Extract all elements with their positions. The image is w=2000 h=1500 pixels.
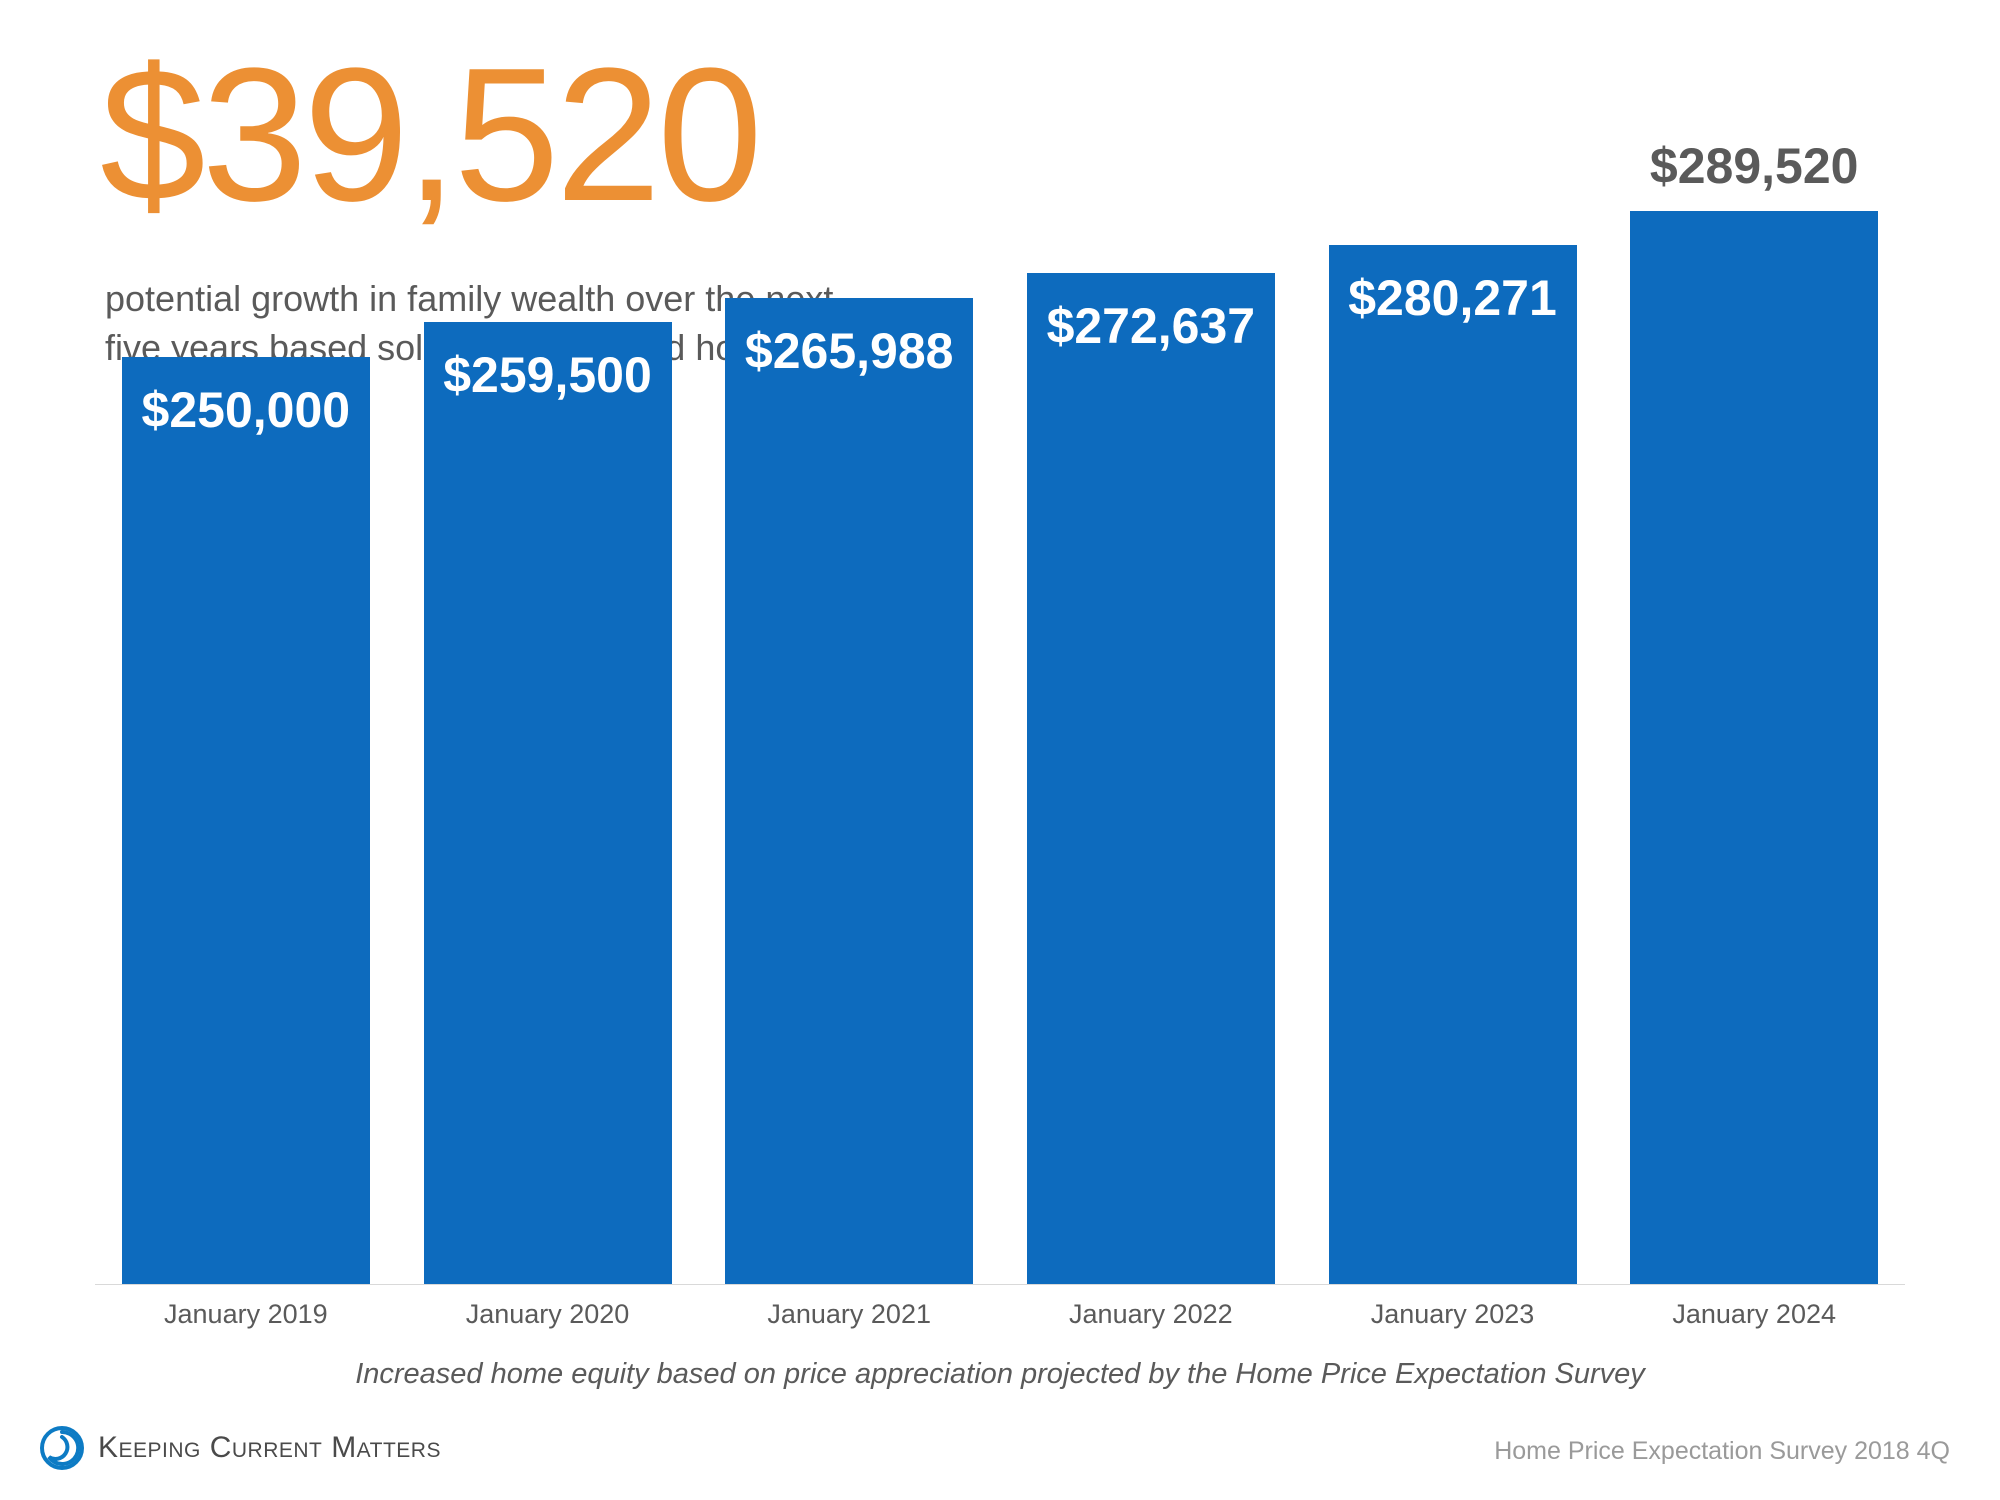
footer-brand: Keeping Current Matters [40, 1426, 441, 1470]
bar-slot: $272,637 [1000, 210, 1302, 1284]
bar: $280,271 [1329, 245, 1577, 1284]
bar-slot: $265,988 [698, 210, 1000, 1284]
x-axis-label: January 2022 [1000, 1285, 1302, 1340]
bar-slot: $289,520 [1603, 210, 1905, 1284]
bar-value-label: $259,500 [424, 346, 672, 404]
brand-logo-icon [40, 1426, 84, 1470]
bar-value-label: $265,988 [725, 322, 973, 380]
x-axis-label: January 2021 [698, 1285, 1000, 1340]
source-citation: Home Price Expectation Survey 2018 4Q [1494, 1437, 1950, 1466]
bar-value-label: $289,520 [1630, 137, 1878, 195]
x-axis-label: January 2020 [397, 1285, 699, 1340]
equity-bar-chart: $250,000 $259,500 $265,988 $272,637 $280,271… [95, 210, 1905, 1340]
chart-caption: Increased home equity based on price app… [0, 1358, 2000, 1391]
bar-value-label: $272,637 [1027, 297, 1275, 355]
chart-x-axis: January 2019January 2020January 2021Janu… [95, 1285, 1905, 1340]
bar-value-label: $250,000 [122, 381, 370, 439]
bar-slot: $250,000 [95, 210, 397, 1284]
x-axis-label: January 2023 [1302, 1285, 1604, 1340]
bar: $259,500 [424, 322, 672, 1284]
bar-slot: $280,271 [1302, 210, 1604, 1284]
chart-plot-area: $250,000 $259,500 $265,988 $272,637 $280,271… [95, 210, 1905, 1285]
brand-name: Keeping Current Matters [98, 1431, 441, 1465]
headline-value: $39,520 [100, 40, 759, 230]
bar: $250,000 [122, 357, 370, 1284]
bar-slot: $259,500 [397, 210, 699, 1284]
bar-value-label: $280,271 [1329, 269, 1577, 327]
x-axis-label: January 2019 [95, 1285, 397, 1340]
bar: $265,988 [725, 298, 973, 1284]
bar: $289,520 [1630, 211, 1878, 1284]
bar: $272,637 [1027, 273, 1275, 1284]
x-axis-label: January 2024 [1603, 1285, 1905, 1340]
